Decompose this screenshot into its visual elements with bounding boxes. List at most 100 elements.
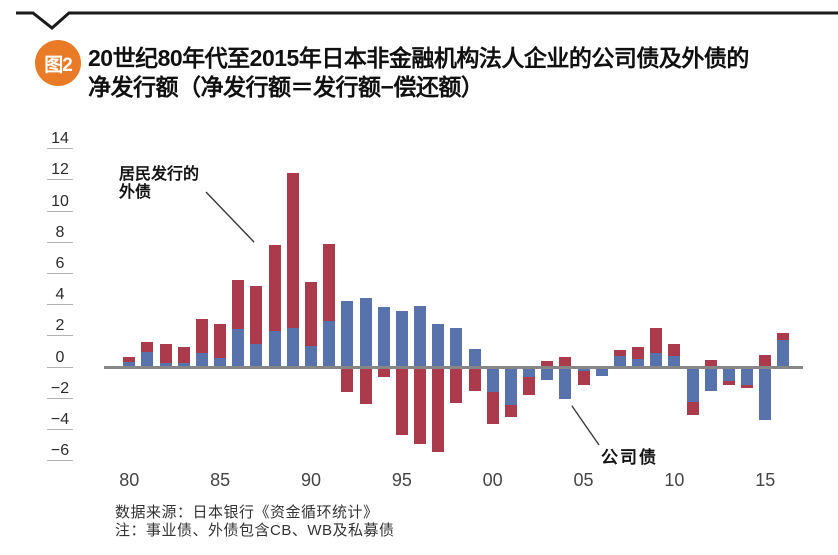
bar-segment-corporate-bond [668,355,681,368]
bar-segment-foreign-debt [486,391,499,425]
y-tick-label: 4 [55,286,65,304]
bar-segment-foreign-debt [450,367,463,404]
y-tick: 2 [44,316,76,338]
figure-title: 20世纪80年代至2015年日本非金融机构法人企业的公司债及外债的 净发行额（净… [88,44,808,102]
bar-segment-foreign-debt [777,333,790,341]
bar-segment-corporate-bond [686,367,699,402]
top-rule-notch [16,11,838,30]
x-tick-label: 90 [300,470,322,490]
arrow-corporate-bond [572,406,600,446]
x-tick-label: 00 [482,470,503,490]
y-tick-label: −6 [50,442,70,460]
y-tick-label: 2 [55,317,65,335]
bar-segment-corporate-bond [232,329,245,368]
bar-segment-corporate-bond [395,311,408,368]
x-tick-label: 15 [755,470,776,490]
bar-segment-foreign-debt [286,173,299,328]
y-tick: −6 [44,441,76,463]
figure-badge: 图2 [35,40,81,86]
y-tick-label: −4 [50,410,70,428]
bar-segment-foreign-debt [377,367,390,377]
bar-segment-corporate-bond [214,358,227,368]
y-tick-line [47,241,73,243]
y-tick-label: 6 [55,254,65,272]
bar-segment-corporate-bond [123,362,136,368]
bar-segment-foreign-debt [541,361,554,368]
bar-segment-corporate-bond [650,352,663,368]
bar-segment-corporate-bond [613,355,626,368]
x-tick-label: 05 [573,470,594,490]
bar-segment-foreign-debt [759,355,772,368]
bar-segment-corporate-bond [741,367,754,385]
bar-segment-corporate-bond [359,298,372,368]
y-tick: 8 [44,223,76,245]
x-tick-label: 95 [391,470,412,490]
bar-segment-foreign-debt [359,367,372,405]
bar-segment-corporate-bond [250,344,263,368]
y-tick: −2 [44,379,76,401]
y-tick-label: 0 [55,348,65,366]
bar-segment-corporate-bond [759,367,772,420]
y-tick: −4 [44,410,76,432]
bar-segment-foreign-debt [250,285,263,345]
y-tick-label: 12 [51,161,69,179]
y-tick: 10 [44,192,76,214]
figure-badge-label: 图2 [44,54,73,76]
figure-title-line2: 净发行额（净发行额＝发行额−偿还额） [88,74,484,100]
y-tick: 12 [44,160,76,182]
bar-segment-foreign-debt [232,280,245,330]
x-tick-label: 85 [210,470,231,490]
bar-segment-corporate-bond [468,348,481,368]
bar-segment-corporate-bond [141,351,154,368]
annotation-corporate-bond: 公司债 [601,448,658,467]
y-tick-line [47,304,73,306]
bar-segment-corporate-bond [559,367,572,400]
bar-segment-foreign-debt [613,350,626,356]
y-tick-line [47,428,73,430]
bar-segment-corporate-bond [341,301,354,368]
bar-segment-foreign-debt [577,370,590,386]
bar-segment-corporate-bond [577,367,590,371]
bar-segment-corporate-bond [595,367,608,377]
note-text: 注：事业债、外债包含CB、WB及私募债 [115,522,395,539]
bar-segment-foreign-debt [341,367,354,393]
bar-segment-foreign-debt [704,359,717,368]
bar-segment-corporate-bond [286,327,299,368]
y-tick-label: −2 [50,379,70,397]
bar-segment-foreign-debt [504,404,517,417]
bar-segment-foreign-debt [214,323,227,359]
bar-segment-foreign-debt [722,380,735,386]
bar-segment-corporate-bond [777,340,790,368]
bar-segment-foreign-debt [159,344,172,363]
bar-segment-foreign-debt [632,347,645,359]
y-tick-line [47,210,73,212]
bar-segment-corporate-bond [305,345,317,368]
annotation-foreign-debt: 居民发行的 外债 [119,166,200,201]
y-tick-line [47,366,73,368]
y-tick-label: 10 [51,192,69,210]
y-tick: 6 [44,254,76,276]
y-tick-line [47,148,73,150]
bar-segment-foreign-debt [141,341,154,352]
y-tick-label: 14 [51,130,69,148]
y-tick-line [47,335,73,337]
bar-segment-corporate-bond [722,367,735,381]
bar-segment-foreign-debt [177,347,190,363]
x-tick-label: 10 [664,470,685,490]
bar-segment-corporate-bond [541,367,554,380]
bar-segment-foreign-debt [123,356,136,363]
bar-segment-corporate-bond [632,358,645,368]
bar-segment-corporate-bond [177,362,190,368]
y-tick: 4 [44,285,76,307]
bar-segment-corporate-bond [523,367,536,377]
x-tick-label: 80 [119,470,140,490]
y-tick-label: 8 [55,223,65,241]
y-tick-line [47,397,73,399]
data-source-text: 数据来源：日本银行《资金循环统计》 [115,504,379,521]
zero-baseline [104,366,803,369]
bar-segment-foreign-debt [432,367,445,452]
bar-segment-foreign-debt [268,245,281,331]
bar-segment-foreign-debt [741,384,754,388]
bar-segment-foreign-debt [468,367,481,391]
